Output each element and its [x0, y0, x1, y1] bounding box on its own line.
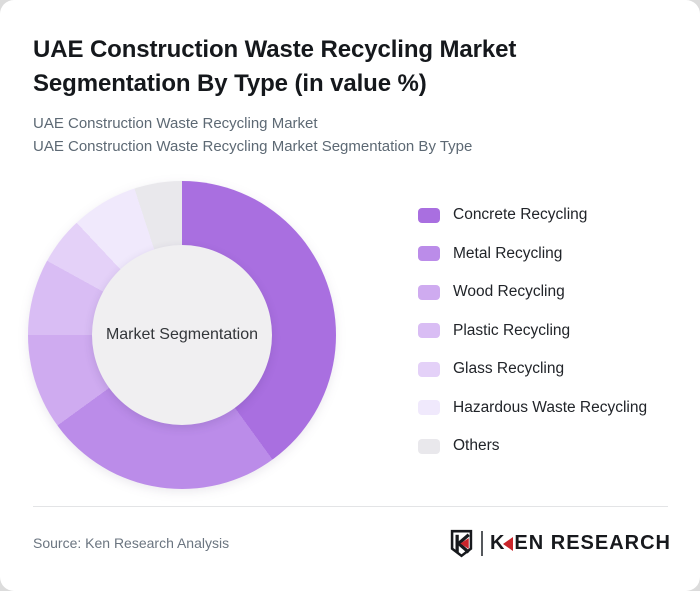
- subtitle-block: UAE Construction Waste Recycling Market …: [33, 112, 472, 158]
- legend-label: Hazardous Waste Recycling: [453, 398, 648, 416]
- legend-swatch: [418, 284, 440, 300]
- legend-swatch: [418, 246, 440, 262]
- logo-red-triangle-icon: [503, 536, 514, 551]
- legend-label: Others: [453, 437, 500, 455]
- legend-item: Wood Recycling: [418, 273, 647, 312]
- legend-item: Hazardous Waste Recycling: [418, 389, 647, 428]
- legend-swatch: [418, 361, 440, 377]
- subtitle-line-2: UAE Construction Waste Recycling Market …: [33, 138, 473, 155]
- logo-divider-bar: [480, 530, 483, 556]
- logo-shield-icon: [450, 529, 473, 557]
- legend-swatch: [418, 438, 440, 454]
- legend-item: Others: [418, 427, 647, 466]
- legend-label: Glass Recycling: [453, 360, 565, 378]
- footer-divider: [33, 506, 668, 507]
- page-title: UAE Construction Waste Recycling Market …: [33, 36, 517, 97]
- legend-swatch: [418, 400, 440, 416]
- logo-wordmark-k: K: [489, 531, 506, 554]
- donut-center-label: Market Segmentation: [105, 326, 259, 343]
- chart-legend: Concrete Recycling Metal Recycling Wood Re…: [418, 196, 647, 466]
- logo-wordmark-rest: EN RESEARCH: [514, 531, 671, 554]
- legend-label: Metal Recycling: [453, 244, 563, 262]
- legend-swatch: [418, 323, 440, 339]
- subtitle-line-1: UAE Construction Waste Recycling Market: [33, 115, 318, 132]
- legend-swatch: [418, 207, 440, 223]
- source-text: Source: Ken Research Analysis: [33, 535, 230, 551]
- legend-item: Glass Recycling: [418, 350, 647, 389]
- legend-label: Plastic Recycling: [453, 321, 571, 339]
- donut-chart: Market Segmentation: [28, 181, 336, 489]
- donut-center: Market Segmentation: [92, 245, 272, 425]
- ken-research-logo: K EN RESEARCH: [449, 529, 671, 557]
- legend-label: Wood Recycling: [453, 283, 565, 301]
- logo-wordmark: K EN RESEARCH: [490, 532, 671, 555]
- legend-item: Metal Recycling: [418, 235, 647, 274]
- legend-item: Concrete Recycling: [418, 196, 647, 235]
- legend-item: Plastic Recycling: [418, 312, 647, 351]
- legend-label: Concrete Recycling: [453, 206, 588, 224]
